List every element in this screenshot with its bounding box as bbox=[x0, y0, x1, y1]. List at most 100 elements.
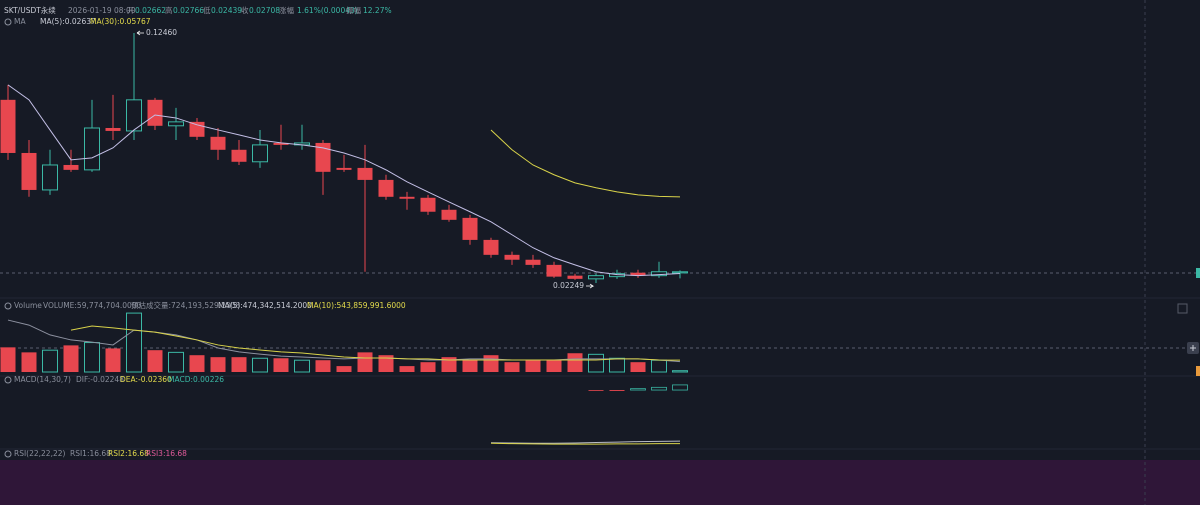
low-label: 低 bbox=[203, 5, 211, 15]
low-value: 0.02439 bbox=[211, 6, 242, 15]
volume-bar bbox=[252, 357, 268, 373]
panel-icon[interactable] bbox=[4, 450, 12, 458]
volume-bar bbox=[588, 353, 604, 373]
legend-entry: MACD:0.00226 bbox=[168, 375, 224, 384]
candle-body bbox=[462, 217, 478, 240]
candle-body bbox=[420, 197, 436, 212]
volume-estimate: 预估成交量:724,193,529.2308 bbox=[131, 300, 240, 310]
volume-bar bbox=[126, 312, 142, 373]
volume-bar bbox=[399, 366, 415, 372]
candle-body bbox=[273, 142, 289, 145]
panel-title: Volume bbox=[14, 301, 42, 310]
expand-icon[interactable] bbox=[1177, 303, 1188, 314]
volume-bar bbox=[294, 359, 310, 373]
ma-line bbox=[7, 84, 681, 277]
volume-bar bbox=[84, 342, 100, 373]
legend-entry: RSI1:16.68 bbox=[70, 449, 111, 458]
candle-body bbox=[189, 121, 205, 137]
candle-body bbox=[672, 271, 688, 274]
volume-bar bbox=[525, 360, 541, 372]
change-label: 涨幅 bbox=[279, 5, 294, 15]
legend-entry: DIF:-0.02248 bbox=[76, 375, 124, 384]
candle-body bbox=[504, 254, 520, 260]
candle-body bbox=[441, 209, 457, 220]
close-value: 0.02708 bbox=[249, 6, 280, 15]
macd-bar bbox=[630, 388, 646, 391]
macd-bar bbox=[588, 390, 604, 391]
volume-bar bbox=[483, 355, 499, 372]
candle-body bbox=[0, 99, 16, 153]
volume-bar bbox=[105, 348, 121, 372]
volume-bar bbox=[567, 353, 583, 372]
volume-bar bbox=[462, 360, 478, 372]
volume-bar bbox=[168, 351, 184, 373]
legend-entry: MA(30):0.05767 bbox=[90, 17, 151, 26]
volume-bar bbox=[273, 358, 289, 372]
volume-bar bbox=[630, 362, 646, 372]
candle-body bbox=[588, 275, 604, 280]
candle-body bbox=[546, 264, 562, 277]
open-value: 0.02662 bbox=[135, 6, 166, 15]
max-arrow bbox=[136, 30, 144, 36]
amplitude-label: 振幅 bbox=[346, 5, 361, 15]
legend-entry: RSI3:16.68 bbox=[146, 449, 187, 458]
candle-body bbox=[651, 271, 667, 277]
symbol: SKT/USDT永续 bbox=[4, 5, 56, 15]
macd-bar bbox=[672, 384, 688, 391]
volume-bar bbox=[210, 357, 226, 372]
add-icon bbox=[1190, 345, 1196, 351]
volume-bar bbox=[147, 350, 163, 372]
volume-bar bbox=[651, 359, 667, 373]
candle-body bbox=[84, 127, 100, 171]
ma-line bbox=[70, 325, 681, 361]
candle-body bbox=[21, 152, 37, 190]
change-value: 1.61%(0.00043) bbox=[297, 6, 358, 15]
volume-bar bbox=[378, 355, 394, 372]
volume-bar bbox=[357, 352, 373, 372]
volume-bar bbox=[609, 357, 625, 373]
candle-body bbox=[336, 167, 352, 170]
volume-bar bbox=[21, 352, 37, 372]
macd-bar bbox=[609, 390, 625, 391]
volume-bar bbox=[420, 362, 436, 372]
candle-body bbox=[567, 275, 583, 279]
volume-tag bbox=[1196, 366, 1200, 376]
candle-body bbox=[231, 149, 247, 162]
candle-body bbox=[357, 167, 373, 180]
indicator-name: MA bbox=[14, 17, 26, 26]
candle-body bbox=[525, 259, 541, 265]
volume-bar bbox=[315, 360, 331, 372]
volume-value: VOLUME:59,774,704.0000 bbox=[43, 301, 142, 310]
price-tag bbox=[1196, 268, 1200, 278]
volume-bar bbox=[504, 362, 520, 372]
date: 2026-01-19 08:00 bbox=[68, 6, 136, 15]
close-label: 收 bbox=[241, 5, 249, 15]
panel-icon[interactable] bbox=[4, 302, 12, 310]
volume-bar bbox=[336, 366, 352, 372]
amplitude-value: 12.27% bbox=[363, 6, 392, 15]
ma-line bbox=[490, 442, 680, 445]
min-label: 0.02249 bbox=[553, 281, 584, 290]
candle-body bbox=[147, 99, 163, 126]
candle-body bbox=[168, 121, 184, 127]
volume-bar bbox=[189, 355, 205, 372]
candle-body bbox=[252, 144, 268, 163]
legend-entry: MA(5):0.02637 bbox=[40, 17, 96, 26]
candle-body bbox=[210, 136, 226, 150]
ma-line bbox=[490, 440, 681, 444]
volume-bar bbox=[231, 357, 247, 372]
panel-title: MACD(14,30,7) bbox=[14, 375, 71, 384]
candle-body bbox=[399, 196, 415, 199]
volume-bar bbox=[42, 349, 58, 373]
bottom-band bbox=[0, 460, 1200, 505]
high-value: 0.02766 bbox=[173, 6, 204, 15]
high-label: 高 bbox=[165, 5, 173, 15]
candle-body bbox=[63, 164, 79, 170]
volume-bar bbox=[441, 357, 457, 372]
panel-icon[interactable] bbox=[4, 18, 12, 26]
panel-icon[interactable] bbox=[4, 376, 12, 384]
panel-title: RSI(22,22,22) bbox=[14, 449, 66, 458]
ma-line bbox=[7, 319, 681, 363]
macd-bar bbox=[651, 386, 667, 391]
